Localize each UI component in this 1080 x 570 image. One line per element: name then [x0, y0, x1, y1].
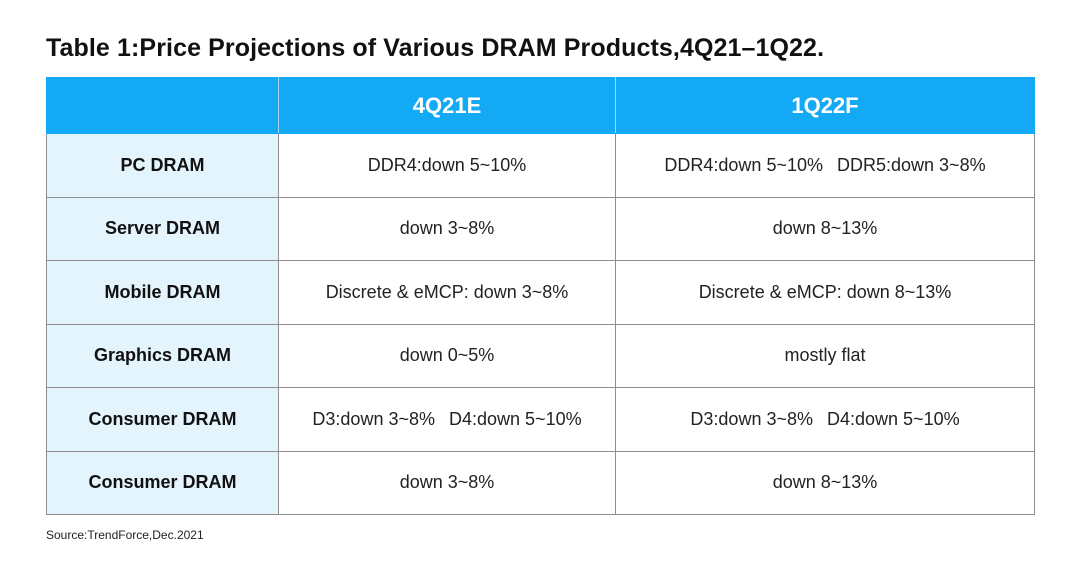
cell-4q21e: down 3~8%	[278, 196, 616, 261]
table-header-row: 4Q21E 1Q22F	[46, 77, 1035, 134]
header-empty-cell	[46, 77, 279, 134]
source-note: Source:TrendForce,Dec.2021	[46, 528, 204, 542]
cell-1q22f: D3:down 3~8% D4:down 5~10%	[615, 387, 1035, 452]
row-label: Graphics DRAM	[46, 323, 279, 388]
cell-text: down 8~13%	[772, 218, 878, 239]
row-label: Mobile DRAM	[46, 260, 279, 325]
table-row: PC DRAM DDR4:down 5~10% DDR4:down 5~10% D…	[46, 133, 1035, 198]
cell-4q21e: down 0~5%	[278, 323, 616, 388]
price-projection-table: 4Q21E 1Q22F PC DRAM DDR4:down 5~10% DDR4…	[46, 77, 1035, 515]
cell-text: mostly flat	[784, 345, 866, 366]
table-row: Graphics DRAM down 0~5% mostly flat	[46, 323, 1035, 388]
cell-4q21e: D3:down 3~8% D4:down 5~10%	[278, 387, 616, 452]
row-label: PC DRAM	[46, 133, 279, 198]
cell-1q22f: down 8~13%	[615, 196, 1035, 261]
cell-1q22f: Discrete & eMCP: down 8~13%	[615, 260, 1035, 325]
cell-text: D4:down 5~10%	[827, 408, 960, 429]
cell-1q22f: DDR4:down 5~10% DDR5:down 3~8%	[615, 133, 1035, 198]
header-1q22f: 1Q22F	[615, 77, 1035, 134]
row-label: Server DRAM	[46, 196, 279, 261]
table-row: Mobile DRAM Discrete & eMCP: down 3~8% D…	[46, 260, 1035, 325]
cell-4q21e: Discrete & eMCP: down 3~8%	[278, 260, 616, 325]
cell-text: D4:down 5~10%	[449, 408, 582, 429]
table-title: Table 1:Price Projections of Various DRA…	[46, 34, 825, 62]
cell-1q22f: mostly flat	[615, 323, 1035, 388]
table-row: Consumer DRAM D3:down 3~8% D4:down 5~10% …	[46, 387, 1035, 452]
row-label: Consumer DRAM	[46, 387, 279, 452]
cell-text: DDR5:down 3~8%	[837, 154, 986, 175]
cell-text: down 0~5%	[399, 345, 495, 366]
cell-text: down 3~8%	[399, 218, 495, 239]
cell-text: Discrete & eMCP: down 3~8%	[325, 281, 569, 302]
cell-text: Discrete & eMCP: down 8~13%	[698, 281, 952, 302]
table-row: Consumer DRAM down 3~8% down 8~13%	[46, 450, 1035, 515]
table-row: Server DRAM down 3~8% down 8~13%	[46, 196, 1035, 261]
header-4q21e: 4Q21E	[278, 77, 616, 134]
row-label: Consumer DRAM	[46, 450, 279, 515]
cell-text: DDR4:down 5~10%	[367, 154, 527, 175]
cell-text: D3:down 3~8%	[690, 408, 813, 429]
cell-1q22f: down 8~13%	[615, 450, 1035, 515]
cell-4q21e: DDR4:down 5~10%	[278, 133, 616, 198]
cell-text: down 8~13%	[772, 472, 878, 493]
cell-text: D3:down 3~8%	[312, 408, 435, 429]
cell-text: down 3~8%	[399, 472, 495, 493]
cell-4q21e: down 3~8%	[278, 450, 616, 515]
cell-text: DDR4:down 5~10%	[664, 154, 823, 175]
